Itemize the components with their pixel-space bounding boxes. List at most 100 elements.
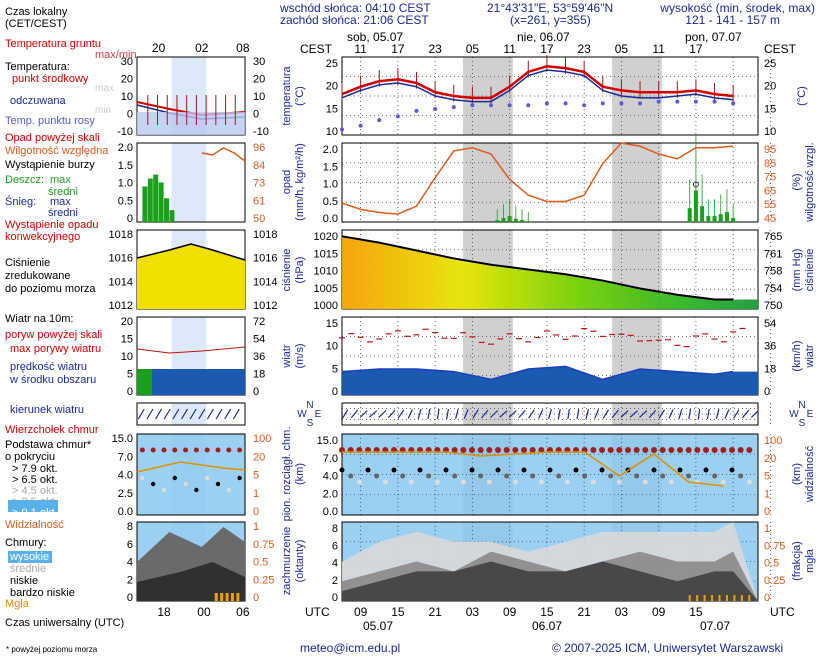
legend-rain-bar: [164, 198, 169, 222]
cloud-top-dot: [486, 447, 493, 453]
dew-point-dot: [526, 103, 531, 108]
cloud-base-dot: [365, 467, 371, 473]
legend-fog-bar: [225, 593, 229, 601]
legend-temp-title: Temperatura:: [5, 61, 70, 73]
cloud-top-dot: [469, 447, 475, 453]
legend-vis-tick: 0: [253, 506, 259, 518]
sunset-text: zachód słońca: 21:06 CEST: [280, 13, 429, 27]
wind-axis-title: wiatr(m/s): [281, 343, 306, 368]
legend-temp-mid: punkt środkowy: [12, 73, 89, 85]
legend-wind-area: [137, 369, 245, 395]
legend-wind-arrow: [155, 408, 163, 420]
legend-visibility-line: [136, 461, 246, 473]
legend-cb-graphic: [136, 447, 246, 493]
legend-soil-sub: max/min: [95, 49, 137, 61]
visibility-tick: 1: [764, 488, 770, 500]
humidity-tick: 75: [764, 172, 776, 184]
legend-cc-tick: 4: [127, 557, 133, 569]
hour-tick-label: 17: [689, 42, 703, 56]
legend-column: 3020100-103020100-102.01.51.00.509684736…: [5, 6, 277, 629]
legend-pressure-line: [136, 243, 246, 261]
utc-day-label: 06.07: [532, 619, 562, 633]
pressure-tick: 1015: [314, 248, 338, 260]
sunrise-text: wschód słońca: 04:10 CEST: [279, 1, 431, 15]
cloud-top-dot: [694, 447, 701, 453]
cloud-base-dot: [590, 479, 596, 485]
legend-dir-graphic: [137, 408, 240, 420]
wind-arrow: [538, 409, 544, 419]
wind-direction-arrows: [342, 408, 759, 420]
cloud-base-tick: 15.0: [317, 435, 338, 447]
wind-arrow: [528, 409, 535, 419]
cloud-base-dot: [391, 467, 397, 473]
humidity-tick: 45: [764, 213, 776, 225]
legend-min: min: [95, 105, 111, 116]
day-label: pon, 07.07: [685, 30, 742, 44]
dew-point-dot: [563, 101, 568, 106]
temperature-series: [340, 55, 736, 132]
panel-precip: [341, 142, 771, 223]
wind-arrow: [427, 408, 431, 420]
legend-wind-tick: 36: [253, 351, 265, 363]
legend-temp-tick: 30: [253, 56, 265, 68]
wind-arrow: [472, 409, 479, 419]
cloud-base-dot: [651, 467, 657, 473]
pressure-mm-tick: 761: [764, 248, 782, 260]
legend-cl-mid: średnie: [10, 563, 46, 575]
legend-cloud-base-dot: [226, 487, 231, 493]
legend-rain-bar: [142, 186, 148, 222]
hour-tick-label: 23: [428, 42, 442, 56]
wind-area: [342, 366, 758, 395]
night-band: [463, 143, 513, 222]
legend-utc-tick: 00: [197, 605, 211, 619]
cloud-top-dot: [642, 447, 649, 453]
hour-tick-label: 17: [391, 42, 405, 56]
legend-panel-precip: [136, 142, 246, 223]
cloud-top-dot: [729, 447, 735, 453]
copyright-link[interactable]: © 2007-2025 ICM, Uniwersytet Warszawski: [552, 641, 783, 655]
dew-point-dot: [340, 127, 344, 132]
cloud-base-dot: [538, 479, 544, 485]
legend-visibility: Widzialność: [5, 519, 64, 531]
dew-point-dot: [358, 123, 363, 128]
legend-temp-tick: 0: [127, 109, 133, 121]
legend-panel-dir: [136, 402, 246, 426]
legend-wind-arrow: [137, 408, 145, 420]
precip-tick: 1.0: [323, 179, 338, 191]
temp-axis-title-right: (°C): [796, 86, 808, 106]
legend-precip-tick: 2.0: [118, 142, 133, 154]
cloud-base-series: [339, 447, 753, 487]
cloud-top-dot: [590, 447, 597, 453]
pressure-tick: 1005: [314, 283, 338, 295]
legend-humidity-tick: 50: [253, 213, 265, 225]
cloud-top-dot: [625, 447, 631, 453]
fog-tick: 0.5: [764, 558, 779, 570]
legend-wind-tick: 5: [127, 369, 133, 381]
dew-point-dot: [489, 103, 494, 108]
utc-hour-label: 15: [689, 605, 703, 619]
legend-cl-high: wysokie: [9, 551, 49, 563]
wind-arrow: [518, 409, 526, 419]
cloud-cover-axis-title: zachmurzenie(oktanty): [281, 527, 306, 595]
wind-arrow: [668, 409, 674, 419]
legend-pressure-tick: 1012: [253, 300, 277, 312]
humidity-line: [341, 142, 734, 215]
legend-fog-bar: [214, 593, 218, 601]
legend-rain-avg: średni: [48, 186, 78, 198]
visibility-line: [342, 451, 724, 487]
legend-vis-tick: 1: [253, 488, 259, 500]
fog-bar: [748, 595, 751, 601]
fog-bar: [711, 595, 714, 601]
cloud-base-dot: [720, 479, 726, 485]
legend-wind-arrow: [215, 408, 223, 420]
cloud-base-dot: [408, 479, 414, 485]
legend-rain-bar: [169, 210, 175, 222]
utc-hour-label: 03: [466, 605, 480, 619]
email-link[interactable]: meteo@icm.edu.pl: [300, 641, 400, 655]
panel-cb: [341, 433, 771, 516]
fog-tick: 0: [764, 592, 770, 604]
fog-bar: [696, 595, 699, 601]
legend-frame: [136, 433, 246, 516]
legend-wind-tick: 54: [253, 334, 265, 346]
